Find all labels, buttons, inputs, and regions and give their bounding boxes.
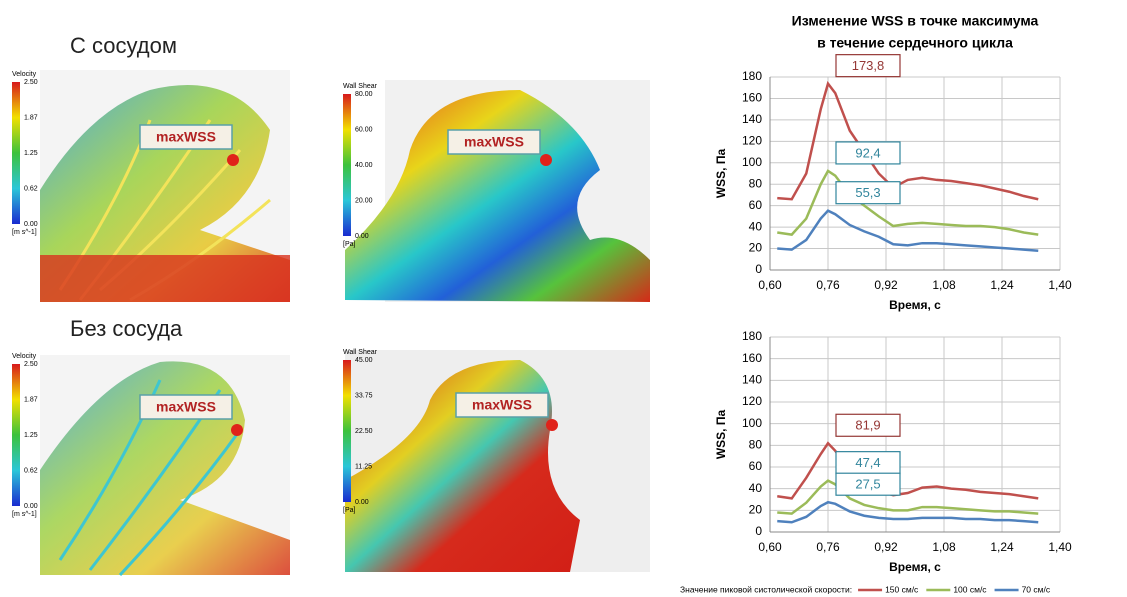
colorbar bbox=[343, 360, 351, 502]
y-tick-label: 40 bbox=[749, 219, 763, 233]
x-tick-label: 1,24 bbox=[990, 540, 1014, 554]
y-axis-label: WSS, Па bbox=[714, 410, 728, 460]
row-title: Без сосуда bbox=[70, 316, 183, 341]
y-tick-label: 0 bbox=[755, 524, 762, 538]
chart-title: в течение сердечного цикла bbox=[817, 35, 1013, 51]
y-tick-label: 0 bbox=[755, 262, 762, 276]
colorbar-tick: 45.00 bbox=[355, 357, 373, 364]
colorbar-unit: [Pa] bbox=[343, 507, 356, 514]
colorbar-tick: 11.25 bbox=[355, 463, 372, 470]
y-tick-label: 120 bbox=[742, 134, 762, 148]
wss-image bbox=[345, 350, 650, 572]
colorbar-unit: [m s^-1] bbox=[12, 511, 37, 518]
value-label: 47,4 bbox=[855, 455, 880, 470]
colorbar-tick: 20.00 bbox=[355, 197, 373, 204]
colorbar-tick: 0.62 bbox=[24, 467, 38, 474]
colorbar-tick: 60.00 bbox=[355, 126, 373, 133]
marker-label: maxWSS bbox=[156, 129, 216, 145]
x-tick-label: 1,40 bbox=[1048, 540, 1072, 554]
max-point bbox=[546, 419, 558, 431]
value-label: 92,4 bbox=[855, 145, 880, 160]
flow-image bbox=[40, 355, 290, 575]
legend-label: 70 см/с bbox=[1022, 584, 1051, 594]
x-tick-label: 0,60 bbox=[758, 540, 782, 554]
legend-title: Значение пиковой систолической скорости: bbox=[680, 584, 852, 594]
value-label: 173,8 bbox=[852, 58, 885, 73]
colorbar-unit: [m s^-1] bbox=[12, 229, 37, 236]
colorbar-tick: 2.50 bbox=[24, 79, 38, 86]
x-tick-label: 0,76 bbox=[816, 278, 840, 292]
colorbar-title: Wall Shear bbox=[343, 83, 378, 90]
marker-label: maxWSS bbox=[464, 134, 524, 150]
y-tick-label: 20 bbox=[749, 503, 763, 517]
max-point bbox=[227, 154, 239, 166]
y-tick-label: 60 bbox=[749, 459, 763, 473]
colorbar-tick: 1.87 bbox=[24, 114, 38, 121]
colorbar-tick: 2.50 bbox=[24, 361, 38, 368]
x-tick-label: 1,40 bbox=[1048, 278, 1072, 292]
x-tick-label: 1,08 bbox=[932, 540, 956, 554]
line-series bbox=[777, 211, 1038, 251]
colorbar-tick: 33.75 bbox=[355, 392, 373, 399]
colorbar-tick: 1.87 bbox=[24, 396, 38, 403]
colorbar-tick: 1.25 bbox=[24, 150, 38, 157]
colorbar-tick: 0.00 bbox=[24, 221, 38, 228]
wss-image bbox=[345, 80, 650, 302]
x-tick-label: 0,92 bbox=[874, 540, 898, 554]
y-tick-label: 20 bbox=[749, 241, 763, 255]
x-axis-label: Время, с bbox=[889, 298, 941, 312]
row-title: С сосудом bbox=[70, 33, 177, 58]
y-tick-label: 100 bbox=[742, 155, 762, 169]
colorbar-unit: [Pa] bbox=[343, 241, 356, 248]
y-tick-label: 180 bbox=[742, 329, 762, 343]
colorbar-tick: 40.00 bbox=[355, 162, 373, 169]
y-tick-label: 160 bbox=[742, 351, 762, 365]
colorbar-title: Velocity bbox=[12, 353, 37, 360]
max-point bbox=[231, 424, 243, 436]
colorbar-title: Velocity bbox=[12, 71, 37, 78]
x-axis-label: Время, с bbox=[889, 560, 941, 574]
marker-label: maxWSS bbox=[156, 399, 216, 415]
colorbar bbox=[343, 94, 351, 236]
slide: С сосудомБез сосудаVelocity2.501.871.250… bbox=[0, 0, 1127, 597]
legend-label: 100 см/с bbox=[953, 584, 987, 594]
y-tick-label: 80 bbox=[749, 176, 763, 190]
y-tick-label: 140 bbox=[742, 112, 762, 126]
value-label: 55,3 bbox=[855, 185, 880, 200]
colorbar-tick: 0.62 bbox=[24, 185, 38, 192]
value-label: 27,5 bbox=[855, 477, 880, 492]
y-tick-label: 100 bbox=[742, 416, 762, 430]
y-axis-label: WSS, Па bbox=[714, 149, 728, 199]
max-point bbox=[540, 154, 552, 166]
colorbar-tick: 0.00 bbox=[355, 499, 369, 506]
colorbar bbox=[12, 82, 20, 224]
y-tick-label: 60 bbox=[749, 198, 763, 212]
y-tick-label: 80 bbox=[749, 438, 763, 452]
value-label: 81,9 bbox=[855, 418, 880, 433]
x-tick-label: 0,92 bbox=[874, 278, 898, 292]
y-tick-label: 140 bbox=[742, 373, 762, 387]
colorbar-tick: 1.25 bbox=[24, 432, 38, 439]
x-tick-label: 1,08 bbox=[932, 278, 956, 292]
y-tick-label: 180 bbox=[742, 69, 762, 83]
x-tick-label: 0,76 bbox=[816, 540, 840, 554]
colorbar-tick: 80.00 bbox=[355, 91, 373, 98]
y-tick-label: 160 bbox=[742, 91, 762, 105]
y-tick-label: 40 bbox=[749, 481, 763, 495]
chart-title: Изменение WSS в точке максимума bbox=[792, 13, 1039, 29]
legend-label: 150 см/с bbox=[885, 584, 919, 594]
flow-image bbox=[40, 70, 290, 302]
colorbar-tick: 0.00 bbox=[355, 233, 369, 240]
y-tick-label: 120 bbox=[742, 394, 762, 408]
x-tick-label: 0,60 bbox=[758, 278, 782, 292]
colorbar bbox=[12, 364, 20, 506]
x-tick-label: 1,24 bbox=[990, 278, 1014, 292]
colorbar-title: Wall Shear bbox=[343, 349, 378, 356]
marker-label: maxWSS bbox=[472, 397, 532, 413]
colorbar-tick: 22.50 bbox=[355, 428, 373, 435]
colorbar-tick: 0.00 bbox=[24, 503, 38, 510]
